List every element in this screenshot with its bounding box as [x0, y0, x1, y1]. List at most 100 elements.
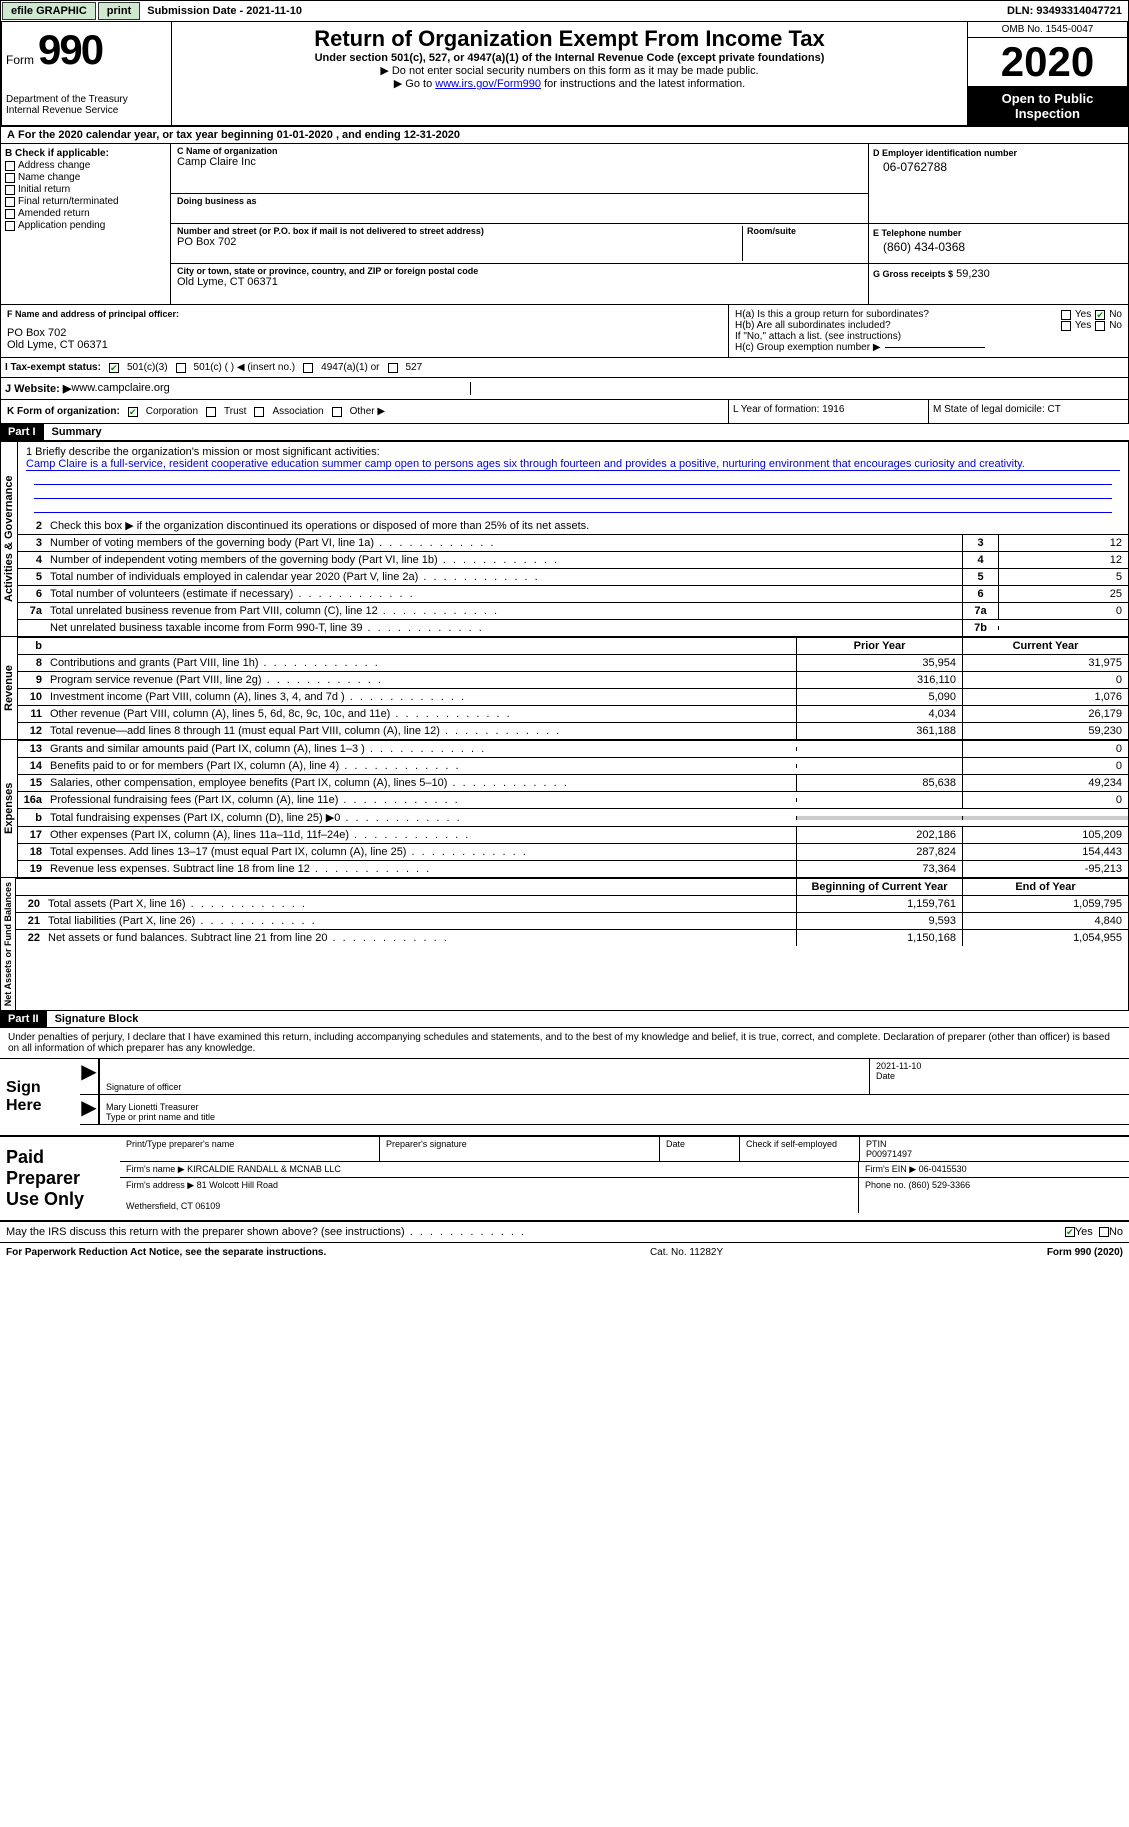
- mission-blank: [34, 471, 1112, 485]
- tax-year: 2020: [968, 38, 1127, 87]
- street-value: PO Box 702: [177, 236, 742, 248]
- summary-row: 8Contributions and grants (Part VIII, li…: [18, 654, 1128, 671]
- dba-label: Doing business as: [177, 196, 862, 206]
- check-initial-return[interactable]: Initial return: [5, 184, 166, 195]
- summary-row: 13Grants and similar amounts paid (Part …: [18, 740, 1128, 757]
- check-501c3[interactable]: [109, 363, 119, 373]
- preparer-block: Paid Preparer Use Only Print/Type prepar…: [0, 1137, 1129, 1222]
- ha-yes[interactable]: [1061, 310, 1071, 320]
- discuss-yes[interactable]: [1065, 1227, 1075, 1237]
- summary-row: 6Total number of volunteers (estimate if…: [18, 585, 1128, 602]
- check-501c[interactable]: [176, 363, 186, 373]
- hb-no[interactable]: [1095, 321, 1105, 331]
- summary-row: 12Total revenue—add lines 8 through 11 (…: [18, 722, 1128, 739]
- ein-value: 06-0762788: [873, 158, 1124, 176]
- ha-label: H(a) Is this a group return for subordin…: [735, 309, 1057, 320]
- hb-yes[interactable]: [1061, 321, 1071, 331]
- check-4947[interactable]: [303, 363, 313, 373]
- submission-date-label: Submission Date - 2021-11-10: [141, 3, 308, 19]
- year-formation: L Year of formation: 1916: [728, 400, 928, 423]
- hb-note: If "No," attach a list. (see instruction…: [735, 331, 1122, 342]
- hc-label: H(c) Group exemption number ▶: [735, 342, 881, 353]
- footer-right: Form 990 (2020): [1047, 1247, 1123, 1258]
- preparer-label: Paid Preparer Use Only: [0, 1137, 120, 1220]
- check-association[interactable]: [254, 407, 264, 417]
- boxk-label: K Form of organization:: [7, 406, 120, 417]
- vtab-netassets: Net Assets or Fund Balances: [1, 878, 16, 1010]
- check-527[interactable]: [388, 363, 398, 373]
- check-amended-return[interactable]: Amended return: [5, 208, 166, 219]
- signature-name: Mary Lionetti TreasurerType or print nam…: [100, 1095, 1129, 1124]
- line2: Check this box ▶ if the organization dis…: [46, 517, 1128, 534]
- gross-value: 59,230: [956, 268, 990, 280]
- check-name-change[interactable]: Name change: [5, 172, 166, 183]
- check-application-pending[interactable]: Application pending: [5, 220, 166, 231]
- inspection-label: Open to Public Inspection: [968, 87, 1127, 125]
- check-final-return[interactable]: Final return/terminated: [5, 196, 166, 207]
- check-corporation[interactable]: [128, 407, 138, 417]
- summary-row: 22Net assets or fund balances. Subtract …: [16, 929, 1128, 946]
- omb-number: OMB No. 1545-0047: [968, 22, 1127, 38]
- boxc-label: C Name of organization: [177, 146, 862, 156]
- discuss-no[interactable]: [1099, 1227, 1109, 1237]
- summary-governance: Activities & Governance 1 Briefly descri…: [0, 441, 1129, 637]
- part2-header: Part II Signature Block: [0, 1011, 1129, 1028]
- city-label: City or town, state or province, country…: [177, 266, 862, 276]
- phone-label: E Telephone number: [873, 228, 1124, 238]
- form-label: Form: [6, 53, 34, 67]
- ein-label: D Employer identification number: [873, 148, 1124, 158]
- check-trust[interactable]: [206, 407, 216, 417]
- row-a-taxyear: A For the 2020 calendar year, or tax yea…: [0, 127, 1129, 144]
- penalty-text: Under penalties of perjury, I declare th…: [0, 1028, 1129, 1059]
- footer-left: For Paperwork Reduction Act Notice, see …: [6, 1247, 326, 1258]
- hb-label: H(b) Are all subordinates included?: [735, 320, 1057, 331]
- summary-row: 10Investment income (Part VIII, column (…: [18, 688, 1128, 705]
- check-other[interactable]: [332, 407, 342, 417]
- form-header: Form990 Department of the Treasury Inter…: [0, 22, 1129, 127]
- efile-label: efile GRAPHIC: [2, 2, 96, 20]
- summary-expenses: Expenses 13Grants and similar amounts pa…: [0, 740, 1129, 878]
- form-subtitle: Under section 501(c), 527, or 4947(a)(1)…: [180, 52, 959, 64]
- mission-label: 1 Briefly describe the organization's mi…: [26, 446, 1120, 458]
- vtab-governance: Activities & Governance: [1, 442, 18, 636]
- tax-status-row: I Tax-exempt status: 501(c)(3) 501(c) ( …: [0, 358, 1129, 378]
- mission-text: Camp Claire is a full-service, resident …: [26, 458, 1120, 471]
- note-link: Go to www.irs.gov/Form990 for instructio…: [180, 77, 959, 90]
- firm-address: Firm's address ▶ 81 Wolcott Hill Road We…: [120, 1178, 859, 1213]
- summary-row: 11Other revenue (Part VIII, column (A), …: [18, 705, 1128, 722]
- officer-addr1: PO Box 702: [7, 327, 722, 339]
- summary-revenue: Revenue bPrior YearCurrent Year 8Contrib…: [0, 637, 1129, 740]
- website-label: J Website: ▶: [5, 382, 71, 395]
- org-name: Camp Claire Inc: [177, 156, 862, 168]
- phone-value: (860) 434-0368: [873, 238, 1124, 256]
- sig-arrow-icon: ▶: [80, 1059, 100, 1094]
- prep-selfemp: Check if self-employed: [740, 1137, 860, 1161]
- prep-ptin: PTIN P00971497: [860, 1137, 1129, 1161]
- ha-no[interactable]: [1095, 310, 1105, 320]
- summary-row: 4Number of independent voting members of…: [18, 551, 1128, 568]
- form-title: Return of Organization Exempt From Incom…: [180, 26, 959, 52]
- summary-row: 19Revenue less expenses. Subtract line 1…: [18, 860, 1128, 877]
- vtab-revenue: Revenue: [1, 637, 18, 739]
- irs-link[interactable]: www.irs.gov/Form990: [435, 78, 541, 90]
- summary-row: Net unrelated business taxable income fr…: [18, 619, 1128, 636]
- org-form-row: K Form of organization: Corporation Trus…: [0, 400, 1129, 424]
- street-label: Number and street (or P.O. box if mail i…: [177, 226, 742, 236]
- summary-row: 20Total assets (Part X, line 16)1,159,76…: [16, 895, 1128, 912]
- summary-row: bTotal fundraising expenses (Part IX, co…: [18, 808, 1128, 826]
- print-button[interactable]: print: [98, 2, 140, 20]
- summary-row: 14Benefits paid to or for members (Part …: [18, 757, 1128, 774]
- summary-row: 3Number of voting members of the governi…: [18, 534, 1128, 551]
- status-label: I Tax-exempt status:: [5, 362, 101, 373]
- summary-row: 7aTotal unrelated business revenue from …: [18, 602, 1128, 619]
- vtab-expenses: Expenses: [1, 740, 18, 877]
- mission-blank: [34, 485, 1112, 499]
- dln-field: DLN: 93493314047721: [1001, 3, 1128, 19]
- sig-arrow-icon: ▶: [80, 1095, 100, 1124]
- check-address-change[interactable]: Address change: [5, 160, 166, 171]
- website-row: J Website: ▶ www.campclaire.org: [0, 378, 1129, 400]
- prep-date: Date: [660, 1137, 740, 1161]
- col-bcy: Beginning of Current Year: [796, 879, 962, 895]
- summary-row: 21Total liabilities (Part X, line 26)9,5…: [16, 912, 1128, 929]
- summary-netassets: Net Assets or Fund Balances Beginning of…: [0, 878, 1129, 1011]
